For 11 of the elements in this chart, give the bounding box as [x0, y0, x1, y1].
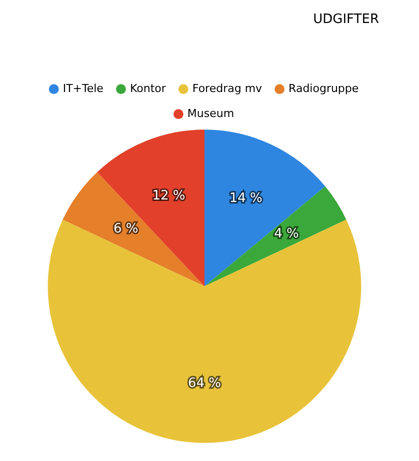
- legend-label: Kontor: [130, 82, 166, 95]
- legend-label: Museum: [187, 106, 234, 120]
- data-label: 4 %: [274, 226, 299, 242]
- chart-title: UDGIFTER: [313, 12, 379, 28]
- legend-label: Foredrag mv: [192, 82, 263, 95]
- legend-label: Radiogruppe: [288, 82, 359, 95]
- legend-label: IT+Tele: [62, 82, 104, 95]
- data-label: 64 %: [188, 376, 222, 391]
- data-label: 14 %: [229, 190, 262, 206]
- data-label: 12 %: [152, 188, 186, 204]
- data-label: 6 %: [114, 222, 138, 237]
